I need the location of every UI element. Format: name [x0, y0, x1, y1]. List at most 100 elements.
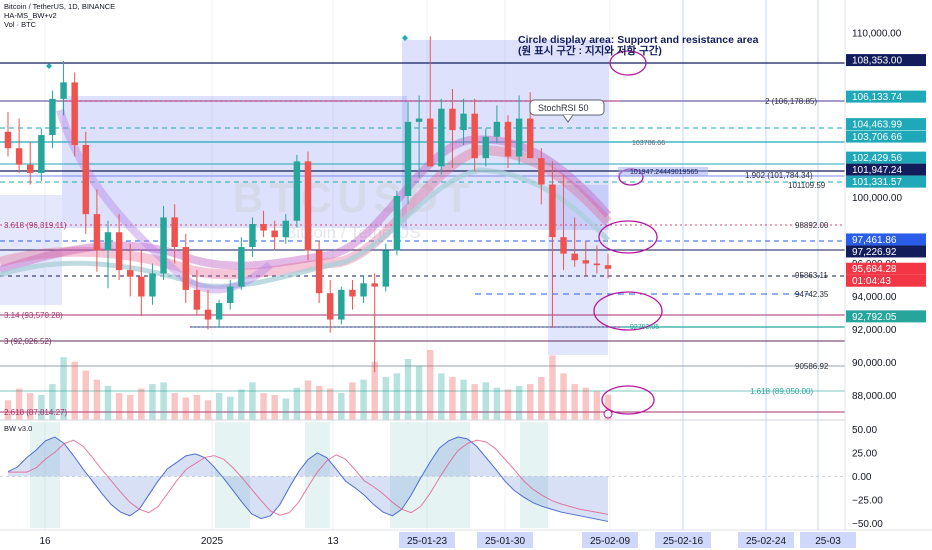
- candle-body: [415, 118, 423, 122]
- volume-bar: [60, 357, 67, 420]
- candle-body: [460, 113, 467, 131]
- volume-bar: [249, 382, 256, 420]
- price-badge: 104,463.99: [852, 120, 902, 131]
- volume-bar: [438, 373, 445, 420]
- level-label-98892: 98892.00: [795, 221, 829, 230]
- candle-body: [327, 293, 334, 320]
- price-badge-bg: [846, 233, 926, 246]
- volume-bar: [282, 398, 289, 420]
- candle-body: [338, 289, 345, 320]
- stochrsi-label: StochRSI 50: [538, 103, 589, 113]
- candle-body: [4, 131, 12, 149]
- price-badge-bg: [846, 310, 926, 323]
- chart-header: Bitcoin / TetherUS, 1D, BINANCE HA-MS_BW…: [4, 2, 115, 29]
- candle-body: [115, 232, 123, 271]
- time-tick-bg: [655, 532, 711, 548]
- osc-highlight: [390, 422, 470, 528]
- volume-bar: [93, 379, 101, 420]
- time-tick: 25-03: [815, 536, 841, 547]
- osc-line: [7, 436, 609, 522]
- osc-highlight: [520, 422, 548, 528]
- sr-circles: [593, 50, 663, 415]
- volume-bar: [371, 361, 378, 420]
- price-badge-bg: [846, 90, 926, 103]
- price-badge: 95,684.28: [852, 264, 897, 275]
- candle-body: [149, 273, 156, 297]
- volume-bar: [404, 358, 412, 420]
- volume-bar: [260, 393, 267, 420]
- candle-body: [593, 263, 601, 266]
- volume-bar: [549, 355, 556, 420]
- volume-bar: [27, 393, 34, 420]
- price-badge: 97,461.86: [852, 235, 897, 246]
- candle-body: [71, 82, 78, 145]
- price-badge: 102,429.56: [852, 153, 902, 164]
- candle-body: [349, 289, 356, 297]
- volume-bar: [527, 384, 534, 420]
- candle-body: [504, 121, 512, 157]
- price-badge: 01:04:43: [852, 276, 891, 287]
- candle-body: [427, 118, 434, 167]
- price-tick: 110,000.00: [852, 28, 902, 39]
- volume-bar: [171, 393, 178, 420]
- volume-bar: [493, 387, 501, 420]
- volume-bar: [382, 376, 389, 420]
- candle-body: [271, 230, 278, 238]
- osc-tick: −25.00: [852, 495, 883, 506]
- level-label-2: 2 (106,178.85): [765, 97, 817, 106]
- price-badge-bg: [846, 262, 926, 275]
- candle-body: [393, 196, 401, 251]
- time-tick: 25-02-16: [663, 536, 703, 547]
- candle-body: [104, 232, 112, 251]
- annotations: Circle display area: Support and resista…: [46, 34, 759, 123]
- ma-ribbons: [0, 108, 612, 294]
- candle-body: [582, 260, 589, 264]
- price-badge-bg: [846, 118, 926, 131]
- osc-signal-line: [8, 439, 609, 516]
- osc-highlight: [305, 422, 330, 528]
- candle-body: [215, 303, 223, 320]
- candle-body: [560, 237, 567, 254]
- time-tick-bg: [399, 532, 455, 548]
- price-badge-bg: [846, 274, 926, 287]
- volume-bar: [471, 384, 478, 420]
- candle-body: [527, 118, 534, 159]
- candle-body: [38, 135, 45, 173]
- price-tick: 90,000.00: [852, 358, 897, 369]
- candle-body: [515, 118, 523, 157]
- bw-oscillator: [0, 422, 845, 528]
- candle-body: [282, 220, 289, 238]
- fib-marker-icon[interactable]: [603, 409, 613, 419]
- volume-bar: [182, 397, 189, 420]
- volume-bar: [104, 385, 112, 420]
- osc-axis-ticks: 50.00 25.00 0.00 −25.00 −50.00: [852, 425, 883, 530]
- indicator-line: HA-MS_BW+v2: [4, 11, 57, 20]
- volume-bar: [227, 396, 234, 420]
- osc-highlight: [30, 422, 60, 528]
- price-badge-bg: [846, 245, 926, 258]
- time-tick: 25-02-24: [746, 536, 786, 547]
- volume-bar: [127, 394, 134, 420]
- time-tick-bg: [800, 532, 856, 548]
- volume-bar: [15, 388, 23, 420]
- top-marker-1: [46, 63, 52, 69]
- time-axis[interactable]: 16 2025 13 25-01-23 25-01-30 25-02-09 25-02-16…: [39, 532, 856, 548]
- osc-tick: 50.00: [852, 425, 877, 436]
- price-tick: 94,000.00: [852, 292, 897, 303]
- volume-bar: [427, 350, 434, 420]
- time-tick: 13: [327, 536, 339, 547]
- candle-body: [471, 113, 478, 159]
- volume-bar: [327, 388, 334, 420]
- price-badge: 106,133.74: [852, 92, 902, 103]
- level-label-103706: 103706.66: [632, 140, 665, 147]
- volume-bar: [449, 376, 456, 420]
- price-badge-bg: [846, 175, 926, 188]
- sr-circle-5: [601, 385, 655, 415]
- price-badge: 101,331.57: [852, 177, 902, 188]
- time-tick: 25-01-23: [407, 536, 447, 547]
- candle-body: [604, 265, 612, 269]
- candle-body: [82, 144, 89, 215]
- candle-body: [404, 121, 412, 196]
- symbol-line: Bitcoin / TetherUS, 1D, BINANCE: [4, 2, 115, 11]
